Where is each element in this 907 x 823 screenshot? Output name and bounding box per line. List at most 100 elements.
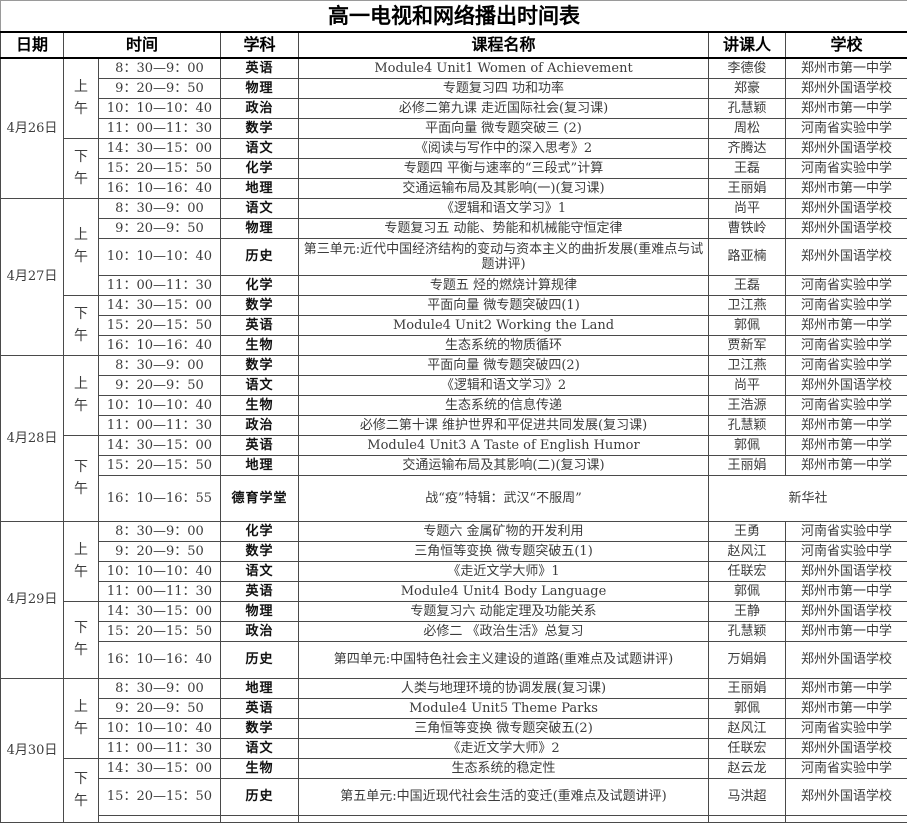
time-cell: 9：20—9：50 xyxy=(99,699,221,719)
school-cell: 河南省实验中学 xyxy=(786,119,907,139)
school-cell: 郑州市第一中学 xyxy=(786,179,907,199)
time-cell: 14：30—15：00 xyxy=(99,139,221,159)
time-cell: 15：20—15：50 xyxy=(99,316,221,336)
subject-cell: 数学 xyxy=(221,542,299,562)
date-cell: 4月27日 xyxy=(1,199,64,356)
header-row: 日期 时间 学科 课程名称 讲课人 学校 xyxy=(1,32,907,58)
school-cell: 郑州外国语学校 xyxy=(786,219,907,239)
period-cell-am: 上午 xyxy=(64,522,99,602)
subject-cell: 地理 xyxy=(221,179,299,199)
school-cell: 郑州市第一中学 xyxy=(786,99,907,119)
teacher-cell: 郭佩 xyxy=(709,316,786,336)
subject-cell: 化学 xyxy=(221,276,299,296)
subject-cell: 英语 xyxy=(221,316,299,336)
schedule-row: 15：20—15：50 地理 交通运输布局及其影响(二)(复习课) 王丽娟 郑州… xyxy=(1,456,907,476)
schedule-row: 下午 14：30—15：00 英语 Module4 Unit3 A Taste … xyxy=(1,436,907,456)
subject-cell: 地理 xyxy=(221,679,299,699)
course-cell: 必修二第十课 维护世界和平促进共同发展(复习课) xyxy=(299,416,709,436)
school-cell: 河南省实验中学 xyxy=(786,296,907,316)
teacher-cell: 周松 xyxy=(709,119,786,139)
school-cell: 郑州外国语学校 xyxy=(786,239,907,276)
subject-cell: 语文 xyxy=(221,376,299,396)
teacher-cell: 曹铁岭 xyxy=(709,219,786,239)
course-cell: 平面向量 微专题突破四(2) xyxy=(299,356,709,376)
period-label: 上午 xyxy=(73,697,89,740)
schedule-row: 11：00—11：30 数学 平面向量 微专题突破三 (2) 周松 河南省实验中… xyxy=(1,119,907,139)
course-cell: 专题复习五 动能、势能和机械能守恒定律 xyxy=(299,219,709,239)
time-cell: 14：30—15：00 xyxy=(99,759,221,779)
period-cell-pm: 下午 xyxy=(64,436,99,522)
teacher-cell: 马洪超 xyxy=(709,779,786,816)
header-date: 日期 xyxy=(1,32,64,58)
subject-cell: 数学 xyxy=(221,719,299,739)
course-cell: 平面向量 微专题突破三 (2) xyxy=(299,119,709,139)
school-cell: 河南省实验中学 xyxy=(786,522,907,542)
time-cell: 11：00—11：30 xyxy=(99,119,221,139)
schedule-row: 下午 14：30—15：00 生物 生态系统的稳定性 赵云龙 河南省实验中学 xyxy=(1,759,907,779)
school-cell: 郑州外国语学校 xyxy=(786,779,907,816)
school-cell: 河南省实验中学 xyxy=(786,396,907,416)
schedule-row: 下午 14：30—15：00 物理 专题复习六 动能定理及功能关系 王静 郑州外… xyxy=(1,602,907,622)
period-label: 下午 xyxy=(73,304,89,347)
course-cell: 《走近文学大师》1 xyxy=(299,562,709,582)
school-cell: 河南省实验中学 xyxy=(786,276,907,296)
course-cell: 第三单元:近代中国经济结构的变动与资本主义的曲折发展(重难点与试题讲评) xyxy=(299,239,709,276)
school-cell: 河南省实验中学 xyxy=(786,356,907,376)
time-cell: 11：00—11：30 xyxy=(99,416,221,436)
course-cell: 交通运输布局及其影响(一)(复习课) xyxy=(299,179,709,199)
period-label: 上午 xyxy=(73,77,89,120)
course-cell: Module4 Unit5 Theme Parks xyxy=(299,699,709,719)
subject-cell: 语文 xyxy=(221,562,299,582)
date-cell: 4月29日 xyxy=(1,522,64,679)
schedule-row: 4月30日 上午 8：30—9：00 地理 人类与地理环境的协调发展(复习课) … xyxy=(1,679,907,699)
schedule-row: 15：20—15：50 政治 必修二 《政治生活》总复习 孔慧颖 郑州市第一中学 xyxy=(1,622,907,642)
school-cell: 郑州市第一中学 xyxy=(786,456,907,476)
schedule-row: 下午 14：30—15：00 语文 《阅读与写作中的深入思考》2 齐腾达 郑州外… xyxy=(1,139,907,159)
school-cell: 河南省实验中学 xyxy=(786,542,907,562)
schedule-row: 15：20—15：50 英语 Module4 Unit2 Working the… xyxy=(1,316,907,336)
schedule-row: 11：00—11：30 语文 《走近文学大师》2 任联宏 郑州外国语学校 xyxy=(1,739,907,759)
schedule-row: 9：20—9：50 语文 《逻辑和语文学习》2 尚平 郑州外国语学校 xyxy=(1,376,907,396)
teacher-cell: 王静 xyxy=(709,602,786,622)
time-cell: 16：10—16：40 xyxy=(99,179,221,199)
schedule-row: 下午 14：30—15：00 数学 平面向量 微专题突破四(1) 卫江燕 河南省… xyxy=(1,296,907,316)
time-cell: 14：30—15：00 xyxy=(99,436,221,456)
schedule-row: 4月27日 上午 8：30—9：00 语文 《逻辑和语文学习》1 尚平 郑州外国… xyxy=(1,199,907,219)
period-label: 上午 xyxy=(73,540,89,583)
school-cell: 郑州外国语学校 xyxy=(786,642,907,679)
teacher-cell: 卫江燕 xyxy=(709,356,786,376)
subject-cell: 地理 xyxy=(221,456,299,476)
schedule-row: 11：00—11：30 政治 必修二第十课 维护世界和平促进共同发展(复习课) … xyxy=(1,416,907,436)
schedule-row: 11：00—11：30 化学 专题五 烃的燃烧计算规律 王磊 河南省实验中学 xyxy=(1,276,907,296)
date-cell: 4月28日 xyxy=(1,356,64,522)
school-cell: 河南省实验中学 xyxy=(786,719,907,739)
subject-cell: 语文 xyxy=(221,199,299,219)
time-cell: 9：20—9：50 xyxy=(99,219,221,239)
subject-cell: 语文 xyxy=(221,739,299,759)
teacher-cell: 赵云龙 xyxy=(709,759,786,779)
course-cell: 专题复习四 功和功率 xyxy=(299,79,709,99)
date-cell: 4月30日 xyxy=(1,679,64,823)
period-label: 下午 xyxy=(73,618,89,661)
course-cell: 人类与地理环境的协调发展(复习课) xyxy=(299,679,709,699)
header-school: 学校 xyxy=(786,32,907,58)
subject-cell: 历史 xyxy=(221,779,299,816)
schedule-row: 9：20—9：50 物理 专题复习五 动能、势能和机械能守恒定律 曹铁岭 郑州外… xyxy=(1,219,907,239)
period-cell-pm: 下午 xyxy=(64,759,99,823)
schedule-row-partial xyxy=(1,816,907,823)
course-cell: 生态系统的信息传递 xyxy=(299,396,709,416)
subject-cell: 生物 xyxy=(221,396,299,416)
course-cell: Module4 Unit2 Working the Land xyxy=(299,316,709,336)
teacher-cell xyxy=(709,816,786,823)
period-label: 下午 xyxy=(73,769,89,812)
school-cell: 河南省实验中学 xyxy=(786,759,907,779)
subject-cell: 物理 xyxy=(221,79,299,99)
teacher-cell: 王浩源 xyxy=(709,396,786,416)
course-cell: Module4 Unit3 A Taste of English Humor xyxy=(299,436,709,456)
course-cell: Module4 Unit4 Body Language xyxy=(299,582,709,602)
schedule-row: 10：10—10：40 语文 《走近文学大师》1 任联宏 郑州外国语学校 xyxy=(1,562,907,582)
teacher-cell: 郭佩 xyxy=(709,582,786,602)
period-label: 上午 xyxy=(73,374,89,417)
schedule-row: 4月28日 上午 8：30—9：00 数学 平面向量 微专题突破四(2) 卫江燕… xyxy=(1,356,907,376)
